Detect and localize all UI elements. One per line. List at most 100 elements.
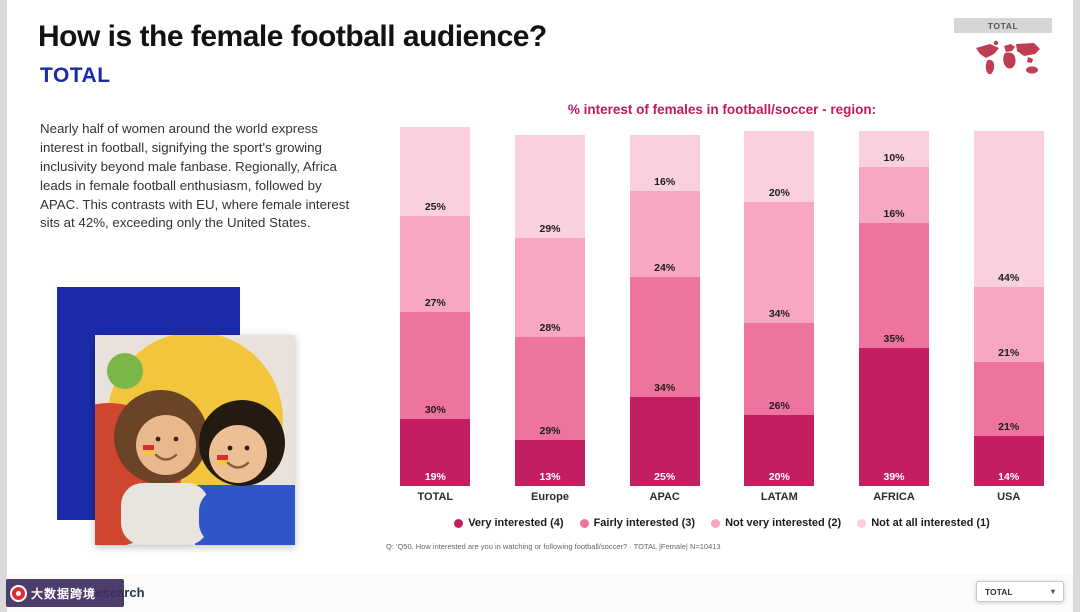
bar-segment: 14% [973, 436, 1044, 486]
legend-item: Not at all interested (1) [857, 517, 990, 529]
left-gutter [0, 0, 7, 612]
chart-footnote: Q: 'Q50. How interested are you in watch… [386, 542, 721, 551]
bar-segment: 44% [973, 131, 1044, 288]
intro-paragraph: Nearly half of women around the world ex… [40, 121, 350, 231]
segment-value-label: 21% [998, 421, 1020, 434]
legend-dot [579, 518, 589, 528]
segment-value-label: 28% [539, 321, 561, 334]
category-label: Europe [531, 491, 569, 503]
world-map-icon [972, 40, 1044, 85]
bar-segment: 16% [859, 166, 930, 224]
region-dropdown-label: TOTAL [985, 586, 1013, 597]
watermark-text: 大数据跨境 [31, 586, 97, 601]
stacked-bar: 19% 30% 27% 25% [400, 127, 471, 486]
bar-column-usa: 14% 21% 21% 44% USA [951, 127, 1066, 507]
chevron-down-icon: ▾ [1050, 587, 1055, 596]
bar-segment: 24% [629, 191, 700, 277]
watermark-badge: 大数据跨境 [6, 579, 124, 607]
bar-segment: 16% [629, 134, 700, 192]
segment-value-label: 34% [768, 307, 790, 320]
segment-value-label: 25% [654, 471, 676, 483]
bar-segment: 10% [859, 131, 930, 167]
bar-column-europe: 13% 29% 28% 29% Europe [493, 127, 608, 507]
legend-dot [454, 518, 464, 528]
bar-column-apac: 25% 34% 24% 16% APAC [607, 127, 722, 507]
segment-value-label: 13% [539, 471, 561, 483]
footer-strip [0, 574, 1080, 612]
chart-title: % interest of females in football/soccer… [567, 102, 877, 117]
page-title: How is the female football audience? [38, 20, 547, 53]
bar-column-latam: 20% 26% 34% 20% LATAM [722, 127, 837, 507]
bar-segment: 29% [515, 336, 585, 440]
bar-segment: 34% [744, 202, 815, 323]
bar-segment: 21% [973, 287, 1044, 362]
segment-value-label: 25% [424, 201, 446, 214]
category-label: USA [997, 491, 1021, 503]
segment-value-label: 34% [654, 382, 676, 395]
category-label: LATAM [760, 491, 798, 503]
legend-label: Not very interested (2) [725, 517, 842, 529]
segment-value-label: 20% [768, 471, 790, 483]
stacked-bar: 25% 34% 24% 16% [629, 134, 700, 486]
segment-value-label: 29% [539, 424, 561, 437]
bar-segment: 20% [744, 131, 815, 203]
legend-dot [857, 518, 867, 528]
segment-value-label: 44% [998, 272, 1020, 285]
legend-label: Fairly interested (3) [593, 517, 696, 529]
category-label: APAC [649, 491, 680, 503]
watermark-logo-icon [10, 584, 27, 602]
category-label: AFRICA [873, 491, 915, 503]
bar-segment: 29% [515, 134, 585, 238]
segment-value-label: 16% [883, 208, 905, 221]
bar-column-africa: 39% 35% 16% 10% AFRICA [837, 127, 952, 507]
plot-area: 19% 30% 27% 25% TOTAL 13% 29% 28% 29% Europe 25% 34… [372, 127, 1072, 507]
bar-segment: 28% [515, 237, 585, 337]
bar-segment: 25% [400, 127, 471, 217]
segment-value-label: 35% [883, 332, 905, 345]
legend-item: Very interested (4) [454, 517, 564, 529]
bar-segment: 35% [859, 223, 930, 348]
bar-segment: 21% [973, 361, 1044, 437]
legend-label: Very interested (4) [468, 517, 564, 529]
segment-value-label: 16% [654, 176, 676, 189]
segment-value-label: 24% [654, 261, 676, 274]
segment-value-label: 20% [768, 187, 790, 200]
segment-value-label: 39% [883, 471, 905, 483]
stacked-bar: 20% 26% 34% 20% [744, 131, 815, 486]
chart-legend: Very interested (4) Fairly interested (3)… [372, 517, 1072, 529]
legend-dot [711, 518, 721, 528]
segment-value-label: 19% [424, 471, 446, 483]
logo-area: Research 大数据跨境 [6, 579, 186, 607]
bar-segment: 27% [400, 216, 471, 313]
bar-segment: 13% [515, 439, 585, 486]
legend-item: Fairly interested (3) [579, 517, 696, 529]
legend-item: Not very interested (2) [711, 517, 841, 529]
bar-segment: 19% [400, 418, 471, 486]
bar-segment: 34% [629, 276, 700, 398]
segment-value-label: 29% [539, 222, 561, 235]
region-dropdown[interactable]: TOTAL ▾ [976, 581, 1064, 602]
bar-segment: 25% [629, 397, 700, 486]
category-label: TOTAL [417, 491, 454, 503]
segment-value-label: 30% [424, 403, 446, 416]
fans-photo [37, 332, 295, 547]
stacked-bar-chart: % interest of females in football/soccer… [372, 102, 1072, 551]
stacked-bar: 13% 29% 28% 29% [515, 134, 585, 486]
legend-label: Not at all interested (1) [871, 517, 990, 529]
region-chip[interactable]: TOTAL [954, 18, 1052, 33]
bar-column-total: 19% 30% 27% 25% TOTAL [378, 127, 493, 507]
bar-segment: 39% [859, 347, 930, 486]
bar-segment: 20% [744, 415, 815, 486]
bar-segment: 30% [400, 312, 471, 419]
segment-value-label: 27% [424, 297, 446, 310]
segment-value-label: 10% [883, 151, 905, 164]
right-gutter [1073, 0, 1080, 612]
page-subtitle: TOTAL [40, 64, 111, 87]
stacked-bar: 14% 21% 21% 44% [973, 131, 1044, 486]
stacked-bar: 39% 35% 16% 10% [859, 131, 930, 486]
segment-value-label: 21% [998, 346, 1020, 359]
segment-value-label: 26% [768, 400, 790, 412]
segment-value-label: 14% [998, 471, 1020, 483]
bar-segment: 26% [744, 322, 815, 415]
